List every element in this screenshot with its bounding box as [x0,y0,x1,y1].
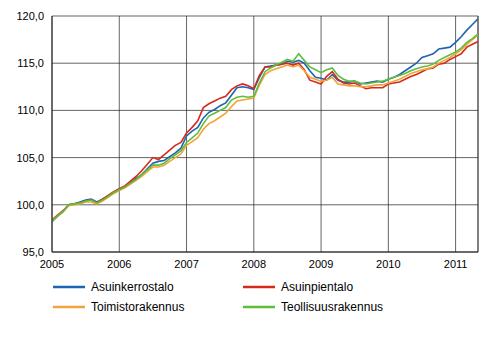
svg-text:2009: 2009 [309,258,333,270]
svg-text:2006: 2006 [107,258,131,270]
svg-text:120,0: 120,0 [16,10,44,22]
svg-text:115,0: 115,0 [17,57,44,69]
svg-text:2007: 2007 [174,258,198,270]
html-text:Asuinkerrostalo: Asuinkerrostalo [91,280,174,294]
svg-text:2005: 2005 [40,258,64,270]
svg-text:2011: 2011 [444,258,468,270]
html-text:Teollisuusrakennus: Teollisuusrakennus [281,300,384,314]
html-text:Asuinpientalo: Asuinpientalo [281,280,354,294]
svg-text:95,0: 95,0 [23,246,44,258]
svg-text:2008: 2008 [242,258,266,270]
svg-text:105,0: 105,0 [16,152,44,164]
html-text:Toimistorakennus: Toimistorakennus [91,300,185,314]
svg-text:2010: 2010 [376,258,400,270]
svg-text:100,0: 100,0 [16,199,44,211]
svg-text:110,0: 110,0 [17,104,44,116]
